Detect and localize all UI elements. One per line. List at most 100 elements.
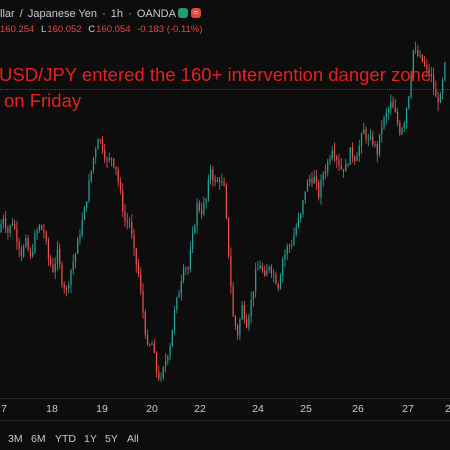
candle-body	[144, 312, 146, 335]
market-open-icon	[178, 8, 188, 18]
candle-body	[135, 248, 137, 265]
candle-body	[356, 155, 358, 161]
candle-body	[297, 218, 300, 227]
x-tick-label: 7	[1, 403, 7, 415]
candle-body	[99, 139, 101, 141]
candle-body	[345, 164, 347, 172]
candle-body	[74, 253, 77, 262]
candle-body	[203, 202, 205, 214]
range-button-5y[interactable]: 5Y	[105, 433, 118, 445]
range-button-6m[interactable]: 6M	[31, 433, 46, 445]
candle-body	[360, 134, 363, 147]
symbol-name[interactable]: llar	[0, 8, 15, 20]
symbol-header[interactable]: llar / Japanese Yen · 1h · OANDA	[0, 4, 176, 24]
candle-body	[401, 127, 403, 135]
candle-body	[410, 75, 412, 97]
dot-separator-2: ·	[128, 8, 132, 20]
candle-body	[122, 190, 124, 212]
candle-body	[439, 94, 441, 103]
candle-body	[336, 156, 338, 160]
range-button-3m[interactable]: 3M	[8, 433, 23, 445]
range-button-1y[interactable]: 1Y	[84, 433, 97, 445]
candle-body	[241, 305, 243, 320]
candle-body	[381, 127, 383, 135]
close-label: C	[88, 24, 96, 35]
candle-body	[5, 218, 7, 229]
candle-body	[41, 225, 43, 230]
candle-body	[126, 221, 128, 223]
candle-body	[273, 273, 275, 275]
candle-body	[405, 108, 408, 124]
candle-body	[86, 201, 88, 208]
ohlc-readout: 160.254 L160.052 C160.054 -0.183 (-0.11%…	[0, 22, 206, 38]
candle-body	[119, 181, 122, 191]
candle-body	[128, 221, 131, 223]
candle-body	[142, 290, 144, 313]
candle-body	[0, 224, 2, 232]
time-axis[interactable]: 7 18 19 20 22 24 25 26 27 2	[0, 398, 450, 419]
interval-label[interactable]: 1h	[110, 8, 124, 20]
candle-body	[133, 234, 135, 249]
candle-body	[110, 157, 113, 159]
candle-body	[101, 140, 104, 151]
candle-body	[158, 371, 160, 379]
candle-body	[182, 268, 185, 281]
candle-body	[426, 65, 428, 70]
candle-body	[140, 274, 142, 291]
x-tick-label: 19	[96, 403, 108, 415]
candle-body	[333, 150, 336, 157]
candle-body	[164, 360, 167, 368]
candle-body	[153, 343, 155, 353]
candle-body	[279, 275, 282, 289]
candle-body	[444, 62, 446, 80]
candle-body	[252, 291, 255, 300]
range-button-ytd[interactable]: YTD	[55, 433, 76, 445]
candle-body	[387, 108, 390, 113]
candle-body	[435, 88, 437, 97]
candle-body	[32, 252, 34, 257]
candle-body	[293, 235, 295, 246]
candle-body	[185, 268, 187, 270]
candle-body	[212, 169, 214, 180]
candle-body	[230, 255, 232, 287]
candle-body	[275, 274, 277, 284]
candle-body	[113, 158, 115, 167]
candle-body	[423, 61, 426, 66]
candle-body	[162, 367, 164, 378]
candle-body	[221, 181, 223, 183]
range-button-all[interactable]: All	[127, 433, 139, 445]
close-value: 160.054	[96, 24, 131, 35]
candle-body	[442, 79, 444, 95]
candle-body	[358, 146, 360, 156]
candle-body	[266, 270, 268, 276]
candle-body	[56, 248, 59, 264]
candle-body	[437, 96, 439, 103]
candle-body	[347, 164, 349, 166]
candle-body	[399, 122, 401, 135]
annotation-line-2: on Friday	[4, 90, 82, 111]
candle-body	[291, 245, 293, 247]
candle-body	[396, 111, 399, 123]
candle-body	[340, 165, 342, 169]
candle-body	[342, 168, 345, 172]
annotation-line-1: USD/JPY entered the 160+ intervention da…	[0, 64, 432, 85]
candle-body	[250, 299, 252, 316]
candle-body	[29, 250, 32, 257]
candle-body	[52, 264, 54, 272]
candle-body	[309, 178, 311, 182]
exchange-label[interactable]: OANDA	[136, 8, 176, 20]
candle-body	[374, 143, 376, 145]
candle-body	[419, 54, 421, 56]
quote-currency[interactable]: Japanese Yen	[27, 8, 97, 20]
candle-body	[205, 199, 207, 203]
candle-body	[214, 179, 216, 182]
candle-body	[354, 157, 356, 161]
candle-body	[288, 245, 291, 247]
data-delayed-icon[interactable]: ≈	[191, 8, 201, 18]
candle-body	[300, 213, 302, 219]
price-plot[interactable]	[0, 0, 450, 398]
candle-body	[243, 305, 246, 320]
candle-body	[155, 352, 158, 372]
candle-body	[77, 238, 79, 254]
